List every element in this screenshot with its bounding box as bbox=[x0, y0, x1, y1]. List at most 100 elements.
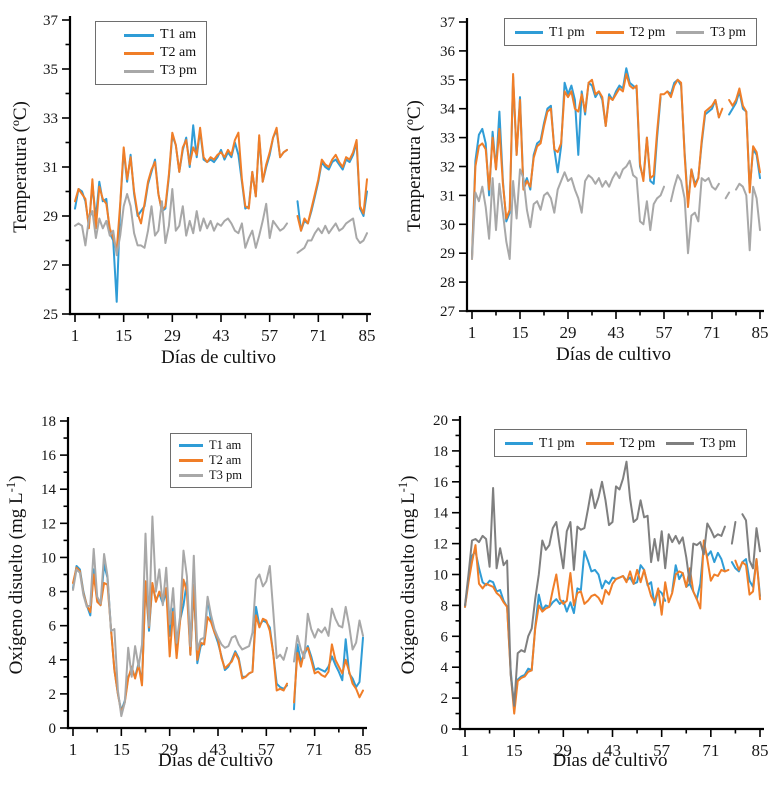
svg-text:57: 57 bbox=[261, 326, 279, 345]
plot-svg-temperatura-pm: 27 28 29 30 31 32 33 34 35 36 37 1 15 29 43 57 71 85 bbox=[440, 15, 769, 342]
legend-line-swatch bbox=[595, 30, 624, 34]
svg-text:57: 57 bbox=[258, 740, 276, 759]
svg-text:28: 28 bbox=[440, 275, 455, 291]
series-line-t3-pm bbox=[74, 188, 368, 257]
x-tick-labels: 1 15 29 43 57 71 85 bbox=[461, 741, 769, 760]
svg-text:29: 29 bbox=[161, 740, 178, 759]
svg-text:15: 15 bbox=[115, 326, 132, 345]
svg-text:16: 16 bbox=[41, 448, 57, 464]
legend: T1 pm T2 pm T3 pm bbox=[494, 429, 747, 457]
y-tick-labels: 0 2 4 6 8 10 12 14 16 18 20 bbox=[433, 413, 449, 738]
legend-line-swatch bbox=[676, 30, 705, 34]
svg-text:29: 29 bbox=[555, 741, 572, 760]
svg-text:25: 25 bbox=[43, 307, 58, 323]
legend-item: T1 am bbox=[124, 26, 197, 44]
legend-line-swatch bbox=[179, 459, 203, 462]
legend-label: T1 pm bbox=[549, 24, 585, 39]
legend-line-swatch bbox=[666, 441, 695, 445]
svg-text:14: 14 bbox=[41, 482, 57, 498]
series-line-t3-pm bbox=[72, 515, 364, 718]
svg-text:34: 34 bbox=[440, 102, 456, 118]
legend-item: T1 pm bbox=[515, 24, 585, 40]
tick-marks bbox=[60, 420, 364, 736]
legend-line-swatch bbox=[124, 33, 154, 37]
legend-item: T3 pm bbox=[179, 468, 242, 483]
svg-text:30: 30 bbox=[440, 217, 455, 233]
legend-item: T1 am bbox=[179, 438, 242, 453]
legend-label: T3 pm bbox=[710, 24, 746, 39]
svg-text:1: 1 bbox=[71, 326, 80, 345]
y-tick-labels: 25 27 29 31 33 35 37 bbox=[43, 13, 59, 323]
svg-text:33: 33 bbox=[440, 131, 455, 147]
svg-text:1: 1 bbox=[461, 741, 470, 760]
legend-label: T1 am bbox=[160, 27, 197, 42]
legend-item: T2 am bbox=[124, 44, 197, 62]
legend-item: T3 pm bbox=[676, 24, 746, 40]
legend-line-swatch bbox=[124, 51, 154, 55]
legend-line-swatch bbox=[179, 444, 203, 447]
y-tick-labels: 27 28 29 30 31 32 33 34 35 36 37 bbox=[440, 15, 456, 320]
svg-text:71: 71 bbox=[702, 741, 719, 760]
legend-label: T2 am bbox=[209, 453, 242, 467]
panel-temperatura-am: 25 27 29 31 33 35 37 1 15 29 43 57 71 85 Temperatura … bbox=[0, 0, 392, 395]
x-axis-title: Días de cultivo bbox=[555, 344, 672, 365]
legend: T1 am T2 am T3 pm bbox=[95, 21, 207, 85]
y-axis-title: Temperatura (ºC) bbox=[404, 100, 426, 232]
legend-line-swatch bbox=[505, 441, 533, 445]
panel-oxigeno-am: 0 2 4 6 8 10 12 14 16 18 1 15 29 43 57 71 85 Oxígeno dis… bbox=[0, 395, 392, 790]
svg-text:14: 14 bbox=[433, 506, 449, 522]
svg-text:37: 37 bbox=[43, 13, 59, 29]
svg-text:35: 35 bbox=[440, 73, 455, 89]
legend-label: T2 am bbox=[160, 45, 197, 60]
svg-text:27: 27 bbox=[43, 258, 59, 274]
legend-item: T2 am bbox=[179, 453, 242, 468]
legend-line-swatch bbox=[124, 69, 154, 73]
y-axis-title: Temperatura (ºC) bbox=[10, 101, 32, 233]
y-tick-labels: 0 2 4 6 8 10 12 14 16 18 bbox=[41, 414, 57, 737]
svg-text:29: 29 bbox=[164, 326, 181, 345]
svg-text:36: 36 bbox=[440, 44, 456, 60]
svg-text:29: 29 bbox=[43, 209, 58, 225]
tick-marks bbox=[62, 19, 368, 322]
svg-text:31: 31 bbox=[440, 188, 455, 204]
svg-text:57: 57 bbox=[653, 741, 671, 760]
legend-label: T2 pm bbox=[629, 24, 666, 39]
svg-text:1: 1 bbox=[468, 323, 477, 342]
svg-text:43: 43 bbox=[213, 326, 230, 345]
x-tick-labels: 1 15 29 43 57 71 85 bbox=[71, 326, 376, 345]
svg-text:32: 32 bbox=[440, 160, 455, 176]
svg-text:43: 43 bbox=[604, 741, 621, 760]
legend-item: T3 pm bbox=[666, 435, 736, 451]
svg-text:43: 43 bbox=[210, 740, 227, 759]
series-line-t2-am bbox=[72, 566, 364, 714]
plot-svg-oxigeno-pm: 0 2 4 6 8 10 12 14 16 18 20 1 15 29 43 57 71 85 bbox=[433, 413, 769, 760]
svg-text:18: 18 bbox=[41, 414, 56, 430]
svg-text:2: 2 bbox=[441, 691, 449, 707]
panel-temperatura-pm: 27 28 29 30 31 32 33 34 35 36 37 1 15 29 43 57 71 85 Temp… bbox=[392, 0, 784, 395]
tick-marks bbox=[459, 21, 761, 319]
x-tick-labels: 1 15 29 43 57 71 85 bbox=[69, 740, 372, 759]
svg-text:85: 85 bbox=[359, 326, 376, 345]
legend: T1 pm T2 pm T3 pm bbox=[504, 18, 757, 46]
svg-text:85: 85 bbox=[752, 741, 769, 760]
axes bbox=[458, 416, 764, 731]
legend-item: T1 pm bbox=[505, 435, 575, 451]
svg-text:85: 85 bbox=[752, 323, 769, 342]
svg-text:12: 12 bbox=[41, 516, 56, 532]
y-axis-title: Oxígeno disuelto (mg L-1) bbox=[395, 475, 420, 675]
svg-text:15: 15 bbox=[506, 741, 523, 760]
y-axis-title: Oxígeno disuelto (mg L-1) bbox=[3, 475, 28, 675]
legend-label: T3 pm bbox=[700, 435, 736, 450]
svg-text:6: 6 bbox=[441, 629, 449, 645]
svg-text:12: 12 bbox=[433, 537, 448, 553]
legend-item: T2 pm bbox=[595, 24, 666, 40]
svg-text:10: 10 bbox=[433, 568, 448, 584]
svg-text:85: 85 bbox=[355, 740, 372, 759]
svg-text:37: 37 bbox=[440, 15, 456, 31]
legend-line-swatch bbox=[585, 441, 614, 445]
svg-text:15: 15 bbox=[512, 323, 529, 342]
legend-line-swatch bbox=[515, 30, 543, 34]
tick-marks bbox=[452, 419, 761, 737]
svg-text:8: 8 bbox=[441, 598, 449, 614]
legend-label: T1 am bbox=[209, 438, 242, 452]
